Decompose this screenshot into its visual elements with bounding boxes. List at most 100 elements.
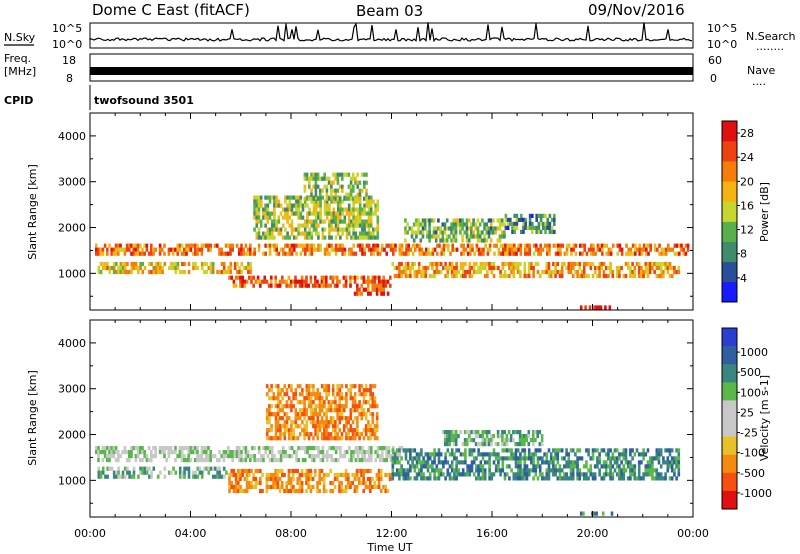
- power-band-8: [504, 213, 556, 234]
- x-tick-0: 00:00: [74, 527, 106, 540]
- velocity-panel-frame: [89, 319, 694, 518]
- power-colorbar: 4 8 12 16 20 24 28: [721, 120, 754, 303]
- velocity-colorbar-tick-0: 1000: [740, 346, 768, 359]
- power-colorbar-seg-4: [722, 201, 737, 222]
- velocity-colorbar-tick-6: -500: [740, 467, 765, 480]
- velocity-colorbar-seg-8: [722, 472, 737, 492]
- velocity-colorbar-seg-2: [722, 364, 737, 383]
- power-colorbar-tick-2: 12: [740, 224, 754, 237]
- power-band-0: [95, 243, 690, 256]
- power-panel-axes: 1000 2000 3000 4000: [58, 112, 694, 310]
- velocity-colorbar-tick-5: -100: [740, 447, 765, 460]
- power-colorbar-seg-1: [722, 261, 737, 283]
- power-colorbar-seg-8: [722, 121, 737, 142]
- power-band-9: [579, 305, 612, 310]
- velocity-band-6: [579, 511, 614, 516]
- velocity-colorbar-tick-3: 25: [740, 406, 754, 419]
- cpid-label: CPID: [4, 94, 33, 107]
- nsearch-dots: ........: [756, 40, 784, 53]
- velocity-band-1: [97, 466, 228, 479]
- power-band-6: [391, 261, 681, 279]
- freq-top-tick: 18: [62, 54, 76, 67]
- x-tick-2: 08:00: [275, 527, 307, 540]
- velocity-colorbar-seg-6: [722, 436, 737, 455]
- freq-unit: [MHz]: [4, 65, 36, 78]
- nave-top-tick: 60: [708, 54, 722, 67]
- velocity-colorbar-label: Velocity [m s-1]: [758, 375, 771, 461]
- velocity-colorbar-seg-0: [722, 328, 737, 347]
- power-colorbar-seg-0: [722, 281, 737, 303]
- power-ytick-0: 1000: [58, 267, 86, 280]
- velocity-band-5: [441, 430, 544, 447]
- nsearch-bottom-tick: 10^0: [707, 38, 737, 51]
- freq-bottom-tick: 8: [66, 72, 73, 85]
- beam-label: Beam 03: [356, 2, 423, 20]
- velocity-band-3: [265, 384, 379, 441]
- power-ylabel: Slant Range [km]: [26, 164, 39, 260]
- nsearch-top-tick: 10^5: [707, 22, 737, 35]
- power-colorbar-seg-7: [722, 141, 737, 162]
- velocity-colorbar-tick-1: 500: [740, 366, 761, 379]
- power-colorbar-tick-6: 28: [740, 127, 754, 140]
- power-band-7: [404, 218, 506, 243]
- cpid-value: twofsound 3501: [94, 94, 194, 107]
- nave-bottom-tick: 0: [710, 72, 717, 85]
- power-band-1: [97, 261, 252, 275]
- date-label: 09/Nov/2016: [588, 1, 685, 19]
- velocity-ylabel: Slant Range [km]: [26, 370, 39, 466]
- velocity-ytick-1: 2000: [58, 429, 86, 442]
- power-colorbar-seg-3: [722, 221, 737, 242]
- x-tick-6: 00:00: [677, 527, 709, 540]
- velocity-panel-data: [95, 384, 681, 516]
- power-band-5: [353, 275, 392, 296]
- power-band-4: [303, 172, 368, 201]
- power-panel-data: [95, 172, 690, 310]
- power-colorbar-tick-4: 20: [740, 175, 754, 188]
- x-tick-labels: 00:00 04:00 08:00 12:00 16:00 20:00 00:00: [74, 527, 709, 540]
- velocity-ytick-0: 1000: [58, 474, 86, 487]
- velocity-colorbar-seg-1: [722, 346, 737, 365]
- freq-trace: [90, 67, 693, 75]
- velocity-panel-axes: 1000 2000 3000 4000: [58, 319, 694, 517]
- power-colorbar-seg-2: [722, 241, 737, 263]
- nsky-bottom-tick: 10^0: [52, 38, 82, 51]
- nave-dots: ....: [752, 75, 766, 88]
- velocity-ytick-3: 4000: [58, 337, 86, 350]
- velocity-colorbar-tick-4: -25: [740, 427, 758, 440]
- power-panel-frame: [89, 112, 694, 311]
- power-ytick-2: 3000: [58, 176, 86, 189]
- velocity-colorbar-tick-2: 100: [740, 386, 761, 399]
- velocity-colorbar-seg-3: [722, 382, 737, 401]
- nsearch-label: N.Search: [746, 30, 796, 43]
- velocity-colorbar-seg-7: [722, 454, 737, 474]
- power-colorbar-label: Power [dB]: [758, 182, 771, 242]
- nsky-trace: [89, 22, 693, 43]
- power-colorbar-seg-6: [722, 161, 737, 182]
- velocity-colorbar-tick-7: -1000: [740, 487, 772, 500]
- radar-title: Dome C East (fitACF): [92, 1, 250, 19]
- power-ytick-3: 4000: [58, 130, 86, 143]
- power-colorbar-tick-3: 16: [740, 199, 754, 212]
- velocity-colorbar-seg-5: [722, 418, 737, 437]
- velocity-colorbar-seg-4: [722, 400, 737, 419]
- power-colorbar-tick-5: 24: [740, 151, 754, 164]
- nave-label: Nave: [747, 64, 775, 77]
- freq-label: Freq.: [4, 52, 31, 65]
- power-colorbar-seg-5: [722, 181, 737, 202]
- power-band-3: [253, 195, 380, 240]
- velocity-colorbar: 1000 500 100 25 -25 -100 -500 -1000: [721, 327, 772, 510]
- x-axis-label: Time UT: [366, 541, 412, 554]
- x-tick-4: 16:00: [476, 527, 508, 540]
- velocity-band-0: [95, 446, 404, 463]
- nsky-label: N.Sky: [4, 31, 36, 44]
- power-ytick-1: 2000: [58, 222, 86, 235]
- velocity-band-4: [391, 448, 681, 481]
- power-colorbar-tick-1: 8: [740, 248, 747, 261]
- x-tick-5: 20:00: [577, 527, 609, 540]
- power-band-2: [228, 275, 354, 288]
- x-tick-3: 12:00: [376, 527, 408, 540]
- nsky-top-tick: 10^5: [52, 22, 82, 35]
- nsky-strip-frame: [89, 22, 694, 49]
- velocity-colorbar-seg-9: [722, 490, 737, 510]
- x-tick-1: 04:00: [175, 527, 207, 540]
